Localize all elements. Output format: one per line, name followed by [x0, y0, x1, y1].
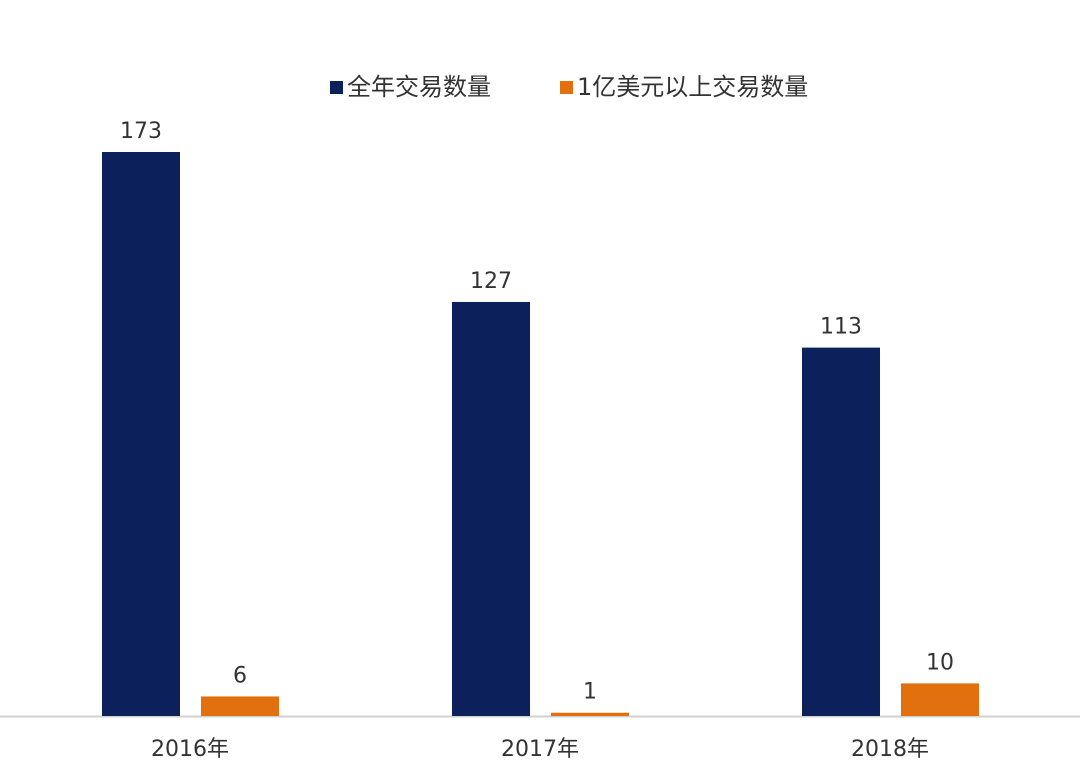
bar	[551, 712, 629, 716]
legend-label: 1亿美元以上交易数量	[577, 73, 808, 101]
legend-swatch	[330, 81, 343, 94]
value-label: 173	[120, 119, 162, 144]
value-label: 127	[470, 269, 512, 294]
legend-label: 全年交易数量	[347, 73, 491, 101]
bar	[102, 152, 180, 716]
value-label: 6	[233, 663, 247, 688]
bar	[201, 696, 279, 716]
x-tick-label: 2016年	[151, 737, 229, 762]
x-tick-label: 2018年	[851, 737, 929, 762]
bar	[901, 683, 979, 716]
bar	[802, 347, 880, 716]
legend-swatch	[560, 81, 573, 94]
value-label: 113	[820, 315, 862, 340]
value-label: 10	[926, 650, 954, 675]
value-label: 1	[583, 680, 597, 705]
x-tick-label: 2017年	[501, 737, 579, 762]
bar	[452, 301, 530, 716]
